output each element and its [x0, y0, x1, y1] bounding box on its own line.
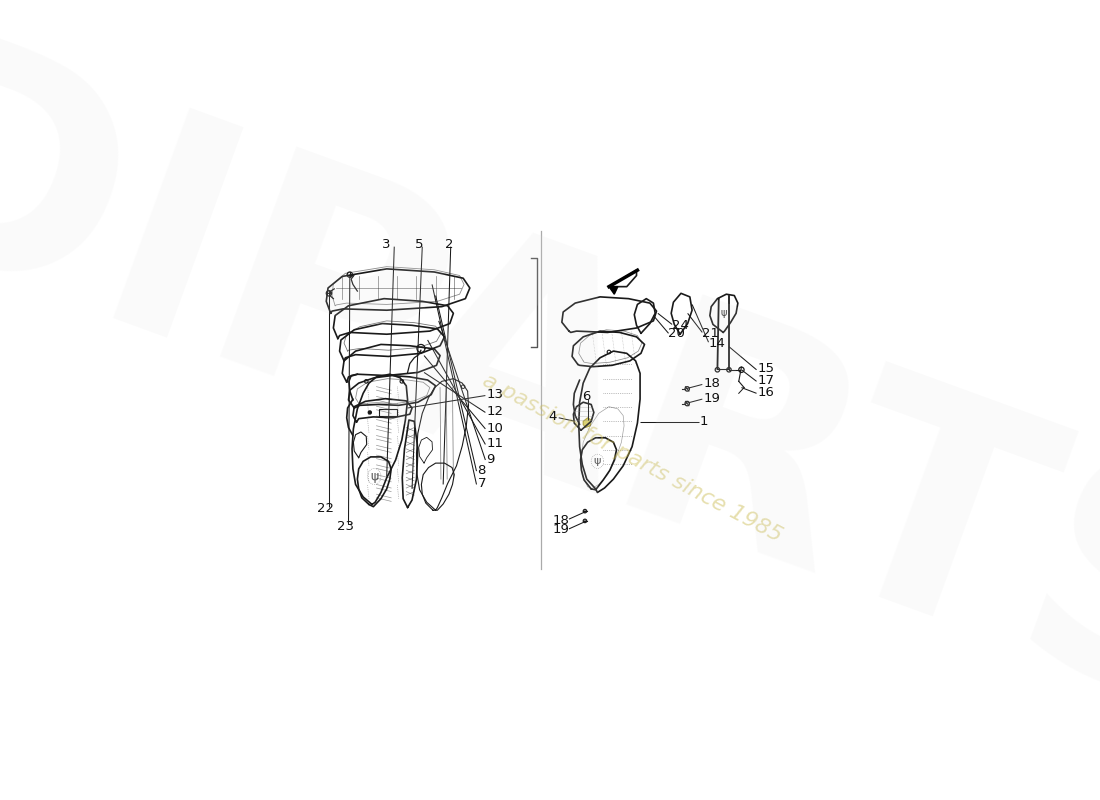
- Text: 17: 17: [758, 374, 774, 387]
- Text: 2: 2: [444, 238, 453, 251]
- Text: 1: 1: [700, 415, 708, 428]
- Text: 9: 9: [486, 453, 495, 466]
- Text: 14: 14: [708, 337, 725, 350]
- Text: 19: 19: [552, 523, 570, 536]
- Text: 24: 24: [672, 319, 689, 332]
- Text: 8: 8: [477, 464, 486, 477]
- Text: 4: 4: [548, 410, 557, 423]
- Circle shape: [583, 510, 586, 513]
- Text: 6: 6: [582, 390, 590, 403]
- Polygon shape: [609, 270, 637, 286]
- Text: 10: 10: [486, 422, 503, 434]
- Text: ψ: ψ: [720, 308, 726, 318]
- Text: ψ: ψ: [370, 470, 378, 483]
- Text: DIPARTS: DIPARTS: [0, 13, 1100, 787]
- Text: 3: 3: [383, 238, 390, 251]
- Text: 21: 21: [702, 327, 719, 340]
- Circle shape: [583, 519, 586, 522]
- Text: 18: 18: [703, 377, 720, 390]
- Polygon shape: [609, 286, 618, 294]
- Text: 11: 11: [486, 437, 504, 450]
- Text: 20: 20: [668, 327, 684, 340]
- Text: 7: 7: [477, 477, 486, 490]
- Text: 15: 15: [758, 362, 774, 375]
- Polygon shape: [583, 418, 591, 427]
- Text: a passion for parts since 1985: a passion for parts since 1985: [478, 370, 785, 546]
- Text: 19: 19: [703, 392, 720, 405]
- Text: 12: 12: [486, 405, 504, 418]
- Text: ψ: ψ: [594, 456, 601, 466]
- Text: 5: 5: [416, 238, 424, 251]
- Bar: [378, 409, 397, 416]
- Text: 18: 18: [552, 514, 570, 526]
- Text: 13: 13: [486, 388, 504, 401]
- Text: 23: 23: [337, 520, 354, 533]
- Text: 16: 16: [758, 386, 774, 399]
- Text: 22: 22: [317, 502, 334, 515]
- Circle shape: [367, 410, 372, 414]
